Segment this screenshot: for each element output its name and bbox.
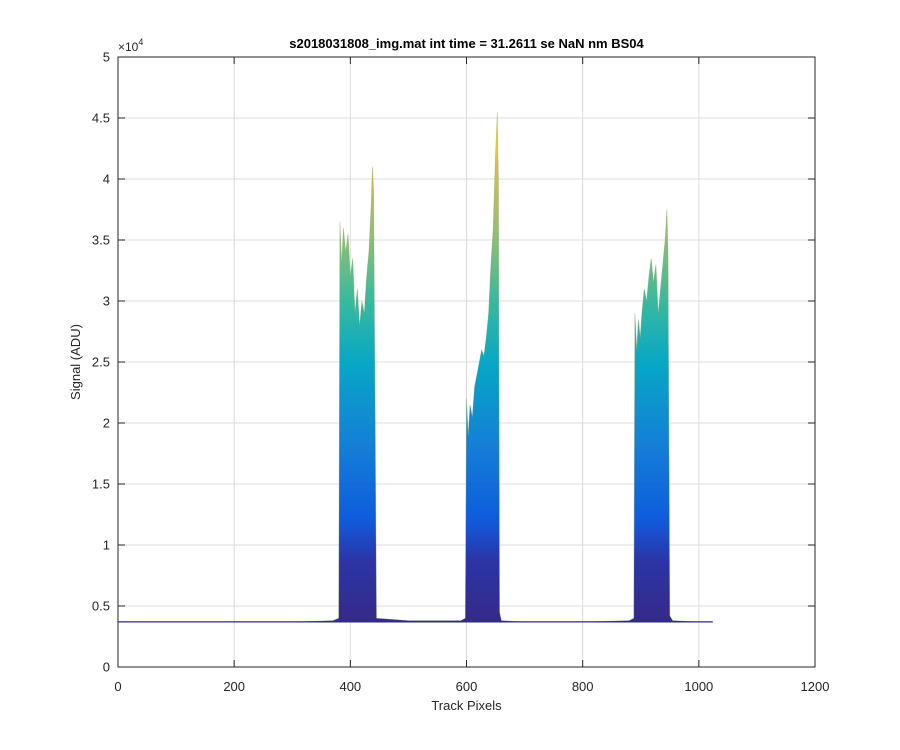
x-tick-label: 200 [223,679,245,694]
y-tick-label: 1.5 [92,477,110,492]
y-tick-label: 0 [103,660,110,675]
chart-title: s2018031808_img.mat int time = 31.2611 s… [289,36,644,51]
axis-ticks: 0 200 400 600 800 1000 1200 0 0.5 1 1.5 2 2.5 3 3.5 4 4.… [92,50,830,695]
y-tick-label: 1 [103,538,110,553]
y-tick-label: 0.5 [92,599,110,614]
x-tick-label: 400 [339,679,361,694]
y-axis-multiplier-base: ×10 [118,40,139,54]
y-tick-label: 3.5 [92,233,110,248]
x-tick-label: 600 [456,679,478,694]
y-tick-label: 4 [103,172,110,187]
y-tick-label: 2 [103,416,110,431]
x-tick-label: 800 [572,679,594,694]
signal-line [118,111,713,623]
x-tick-label: 0 [114,679,121,694]
signal-area [118,111,713,622]
x-tick-label: 1200 [801,679,830,694]
y-axis-multiplier-exponent: 4 [138,37,143,47]
y-tick-label: 2.5 [92,355,110,370]
data-layer [118,111,713,623]
y-tick-label: 4.5 [92,111,110,126]
x-axis-label: Track Pixels [431,698,502,713]
y-tick-label: 3 [103,294,110,309]
y-tick-label: 5 [103,50,110,65]
y-axis-multiplier: ×104 [118,37,143,54]
x-tick-label: 1000 [684,679,713,694]
y-axis-label: Signal (ADU) [68,324,83,400]
